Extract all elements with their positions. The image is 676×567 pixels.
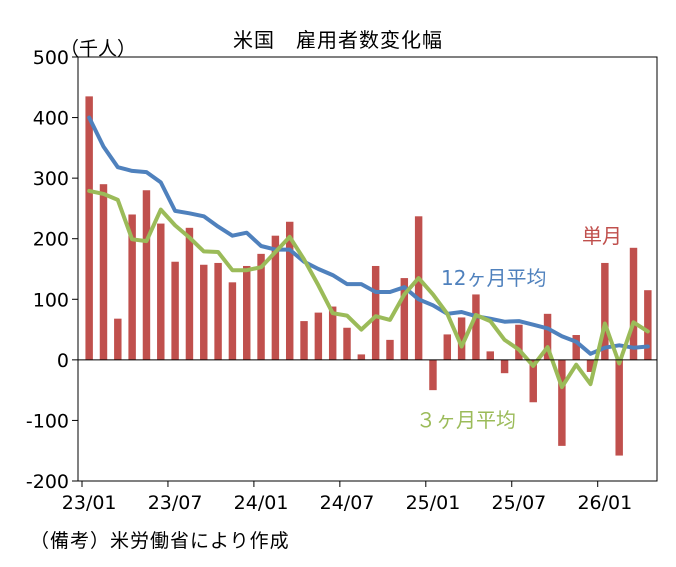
bar-single-month [257, 253, 265, 360]
y-tick-label: 200 [33, 229, 69, 251]
bar-single-month [601, 262, 609, 360]
bar-single-month [457, 317, 466, 360]
y-tick-label: 400 [33, 108, 69, 130]
bar-single-month [572, 335, 580, 360]
line-12-month-average [87, 115, 650, 356]
bar-single-month [371, 265, 380, 360]
y-tick-label: 0 [57, 350, 69, 372]
bar-single-month [128, 214, 136, 360]
label-layer: 単月 12ヶ月平均 ３ヶ月平均 [416, 224, 622, 432]
bar-single-month [558, 359, 566, 446]
series-label-12-month-average: 12ヶ月平均 [441, 266, 546, 290]
bar-single-month [185, 227, 194, 360]
bar-single-month [99, 184, 108, 360]
x-tick-label: 26/01 [577, 492, 632, 514]
y-tick-label: -200 [26, 471, 69, 493]
bar-single-month [644, 290, 652, 360]
bar-single-month [429, 359, 437, 391]
bar-single-month [200, 264, 208, 360]
source-note: （備考）米労働省により作成 [30, 530, 290, 552]
bar-single-month [472, 294, 480, 360]
y-tick-label: 100 [33, 289, 69, 311]
bar-single-month [142, 190, 151, 360]
bar-layer [85, 96, 652, 456]
bar-single-month [300, 321, 308, 360]
bar-single-month [543, 313, 552, 360]
bar-single-month [400, 278, 409, 360]
x-tick-label: 25/01 [406, 492, 461, 514]
bar-single-month [586, 359, 595, 372]
line-3-month-average [87, 188, 650, 390]
bar-single-month [285, 221, 294, 360]
bar-single-month [243, 265, 251, 360]
x-tick-label: 25/07 [492, 492, 547, 514]
bar-single-month [529, 359, 537, 403]
plot-frame [77, 56, 658, 482]
bar-single-month [414, 216, 423, 360]
bar-single-month [486, 351, 494, 360]
bar-single-month [114, 318, 122, 360]
bar-single-month [443, 334, 452, 360]
bar-single-month [85, 96, 93, 360]
x-tick-label: 23/01 [62, 492, 117, 514]
bar-single-month [157, 223, 165, 360]
bar-single-month [343, 327, 351, 360]
bar-single-month [328, 306, 337, 360]
bar-single-month [629, 247, 638, 360]
bar-single-month [500, 359, 509, 374]
y-tick-label: 300 [33, 168, 69, 190]
x-tick-label: 24/01 [234, 492, 289, 514]
y-tick-label: -100 [26, 410, 69, 432]
bar-single-month [271, 235, 280, 360]
y-axis-unit-label: （千人） [60, 38, 137, 60]
bar-single-month [615, 359, 623, 456]
bar-single-month [386, 339, 394, 360]
bar-single-month [314, 312, 323, 360]
line-layer [87, 115, 650, 390]
series-label-3-month-average: ３ヶ月平均 [416, 408, 516, 432]
chart-title: 米国 雇用者数変化幅 [233, 28, 443, 52]
series-label-single-month: 単月 [582, 224, 622, 248]
y-tick-label: 500 [33, 47, 69, 69]
x-tick-label: 24/07 [320, 492, 375, 514]
x-tick-label: 23/07 [148, 492, 203, 514]
bar-single-month [214, 262, 222, 360]
bar-single-month [515, 324, 523, 360]
bar-single-month [357, 354, 366, 360]
bar-single-month [171, 261, 179, 360]
bar-single-month [228, 282, 237, 360]
